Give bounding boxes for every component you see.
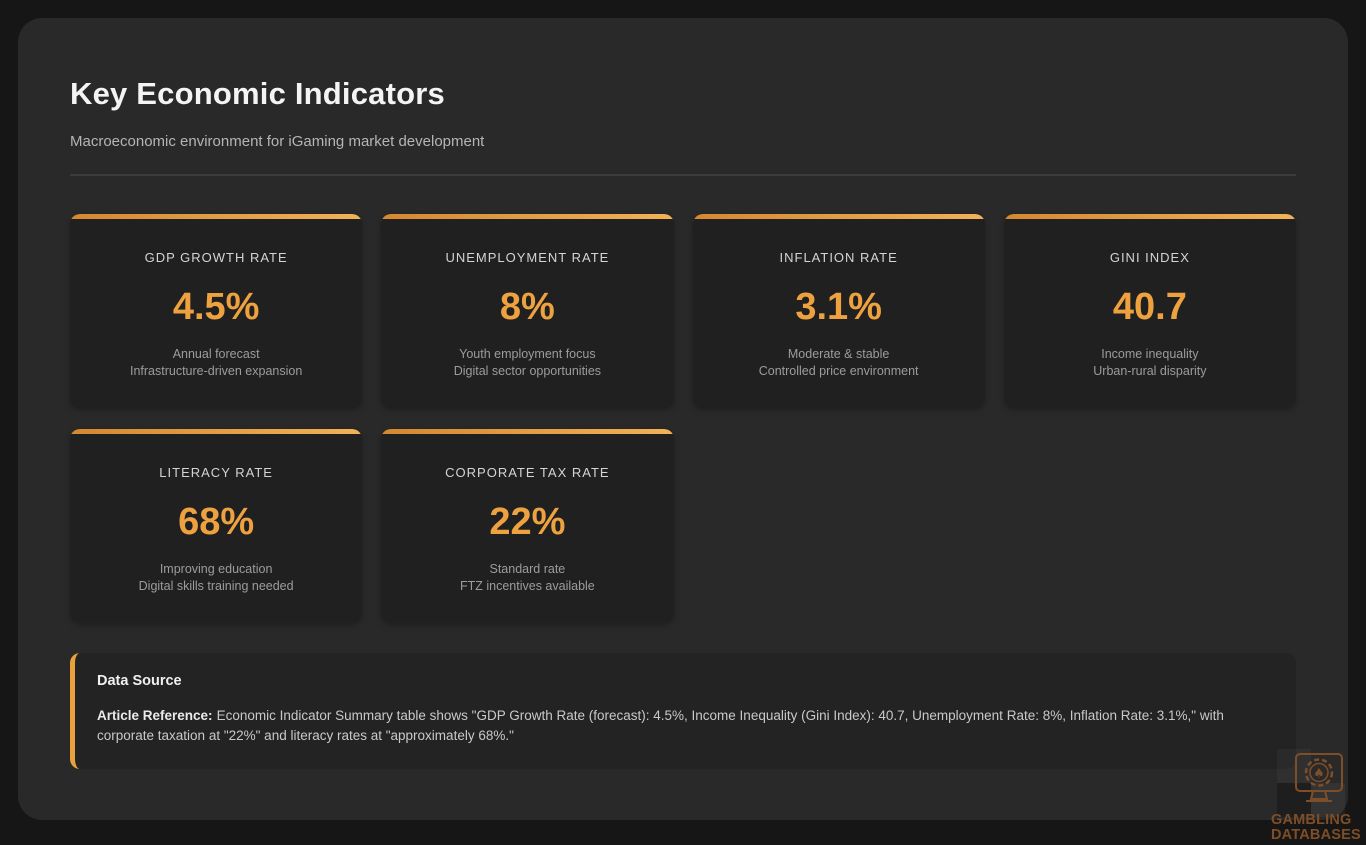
card-accent-bar <box>381 214 674 219</box>
casino-chip-monitor-icon: ♠ <box>1294 753 1343 802</box>
header-divider <box>70 174 1296 176</box>
article-reference-label: Article Reference: <box>97 708 213 723</box>
metric-value: 68% <box>178 501 255 543</box>
metric-description-line1: Annual forecast <box>172 347 260 361</box>
metric-description-line2: FTZ incentives available <box>459 578 595 593</box>
gambling-databases-watermark: ♠ GAMBLING DATABASES <box>1271 745 1366 845</box>
metric-description-line2: Digital skills training needed <box>138 578 294 593</box>
metric-description: Standard rate FTZ incentives available <box>460 561 595 594</box>
metric-card-unemployment: UNEMPLOYMENT RATE 8% Youth employment fo… <box>381 214 674 408</box>
metric-value: 4.5% <box>172 286 260 328</box>
metric-card-gini-index: GINI INDEX 40.7 Income inequality Urban-… <box>1003 214 1296 408</box>
metric-card-corporate-tax: CORPORATE TAX RATE 22% Standard rate FTZ… <box>381 429 674 623</box>
metric-description-line2: Controlled price environment <box>758 363 919 378</box>
metric-value: 8% <box>499 286 555 328</box>
metric-description-line2: Urban-rural disparity <box>1093 363 1207 378</box>
metric-description-line1: Standard rate <box>489 562 566 576</box>
page-subtitle: Macroeconomic environment for iGaming ma… <box>70 133 485 150</box>
card-accent-bar <box>70 214 363 219</box>
article-reference-text: Economic Indicator Summary table shows "… <box>97 708 1224 743</box>
metric-description: Improving education Digital skills train… <box>139 561 294 594</box>
metric-description: Annual forecast Infrastructure-driven ex… <box>130 346 302 379</box>
metric-label: INFLATION RATE <box>779 250 898 265</box>
data-source-text: Article Reference: Economic Indicator Sum… <box>97 706 1270 746</box>
metric-card-inflation: INFLATION RATE 3.1% Moderate & stable Co… <box>692 214 985 408</box>
metric-cards-grid: GDP GROWTH RATE 4.5% Annual forecast Inf… <box>70 214 1296 623</box>
content-area: Key Economic Indicators Macroeconomic en… <box>18 18 1348 769</box>
svg-text:♠: ♠ <box>1313 767 1325 782</box>
watermark-line2: DATABASES <box>1271 827 1361 843</box>
metric-description-line2: Infrastructure-driven expansion <box>129 363 303 378</box>
main-panel: Key Economic Indicators Macroeconomic en… <box>18 18 1348 820</box>
metric-label: LITERACY RATE <box>159 465 273 480</box>
card-accent-bar <box>70 429 363 434</box>
metric-label: UNEMPLOYMENT RATE <box>445 250 610 265</box>
metric-description: Income inequality Urban-rural disparity <box>1093 346 1206 379</box>
metric-card-gdp-growth: GDP GROWTH RATE 4.5% Annual forecast Inf… <box>70 214 363 408</box>
metric-description-line1: Moderate & stable <box>787 347 890 361</box>
card-accent-bar <box>1003 214 1296 219</box>
metric-label: CORPORATE TAX RATE <box>445 465 610 480</box>
card-accent-bar <box>692 214 985 219</box>
metric-label: GDP GROWTH RATE <box>144 250 288 265</box>
metric-card-literacy: LITERACY RATE 68% Improving education Di… <box>70 429 363 623</box>
metric-description: Moderate & stable Controlled price envir… <box>759 346 919 379</box>
metric-value: 22% <box>489 501 566 543</box>
card-accent-bar <box>381 429 674 434</box>
watermark-line1: GAMBLING <box>1271 812 1352 828</box>
metric-value: 3.1% <box>795 286 882 328</box>
metric-description: Youth employment focus Digital sector op… <box>454 346 601 379</box>
metric-description-line1: Youth employment focus <box>459 347 596 361</box>
metric-value: 40.7 <box>1112 286 1187 328</box>
page-title: Key Economic Indicators <box>70 76 445 111</box>
metric-description-line1: Income inequality <box>1101 347 1199 361</box>
metric-label: GINI INDEX <box>1109 250 1190 265</box>
data-source-title: Data Source <box>97 673 182 689</box>
metric-description-line2: Digital sector opportunities <box>453 363 602 378</box>
data-source-callout: Data Source Article Reference: Economic I… <box>70 653 1296 769</box>
metric-description-line1: Improving education <box>159 562 273 576</box>
